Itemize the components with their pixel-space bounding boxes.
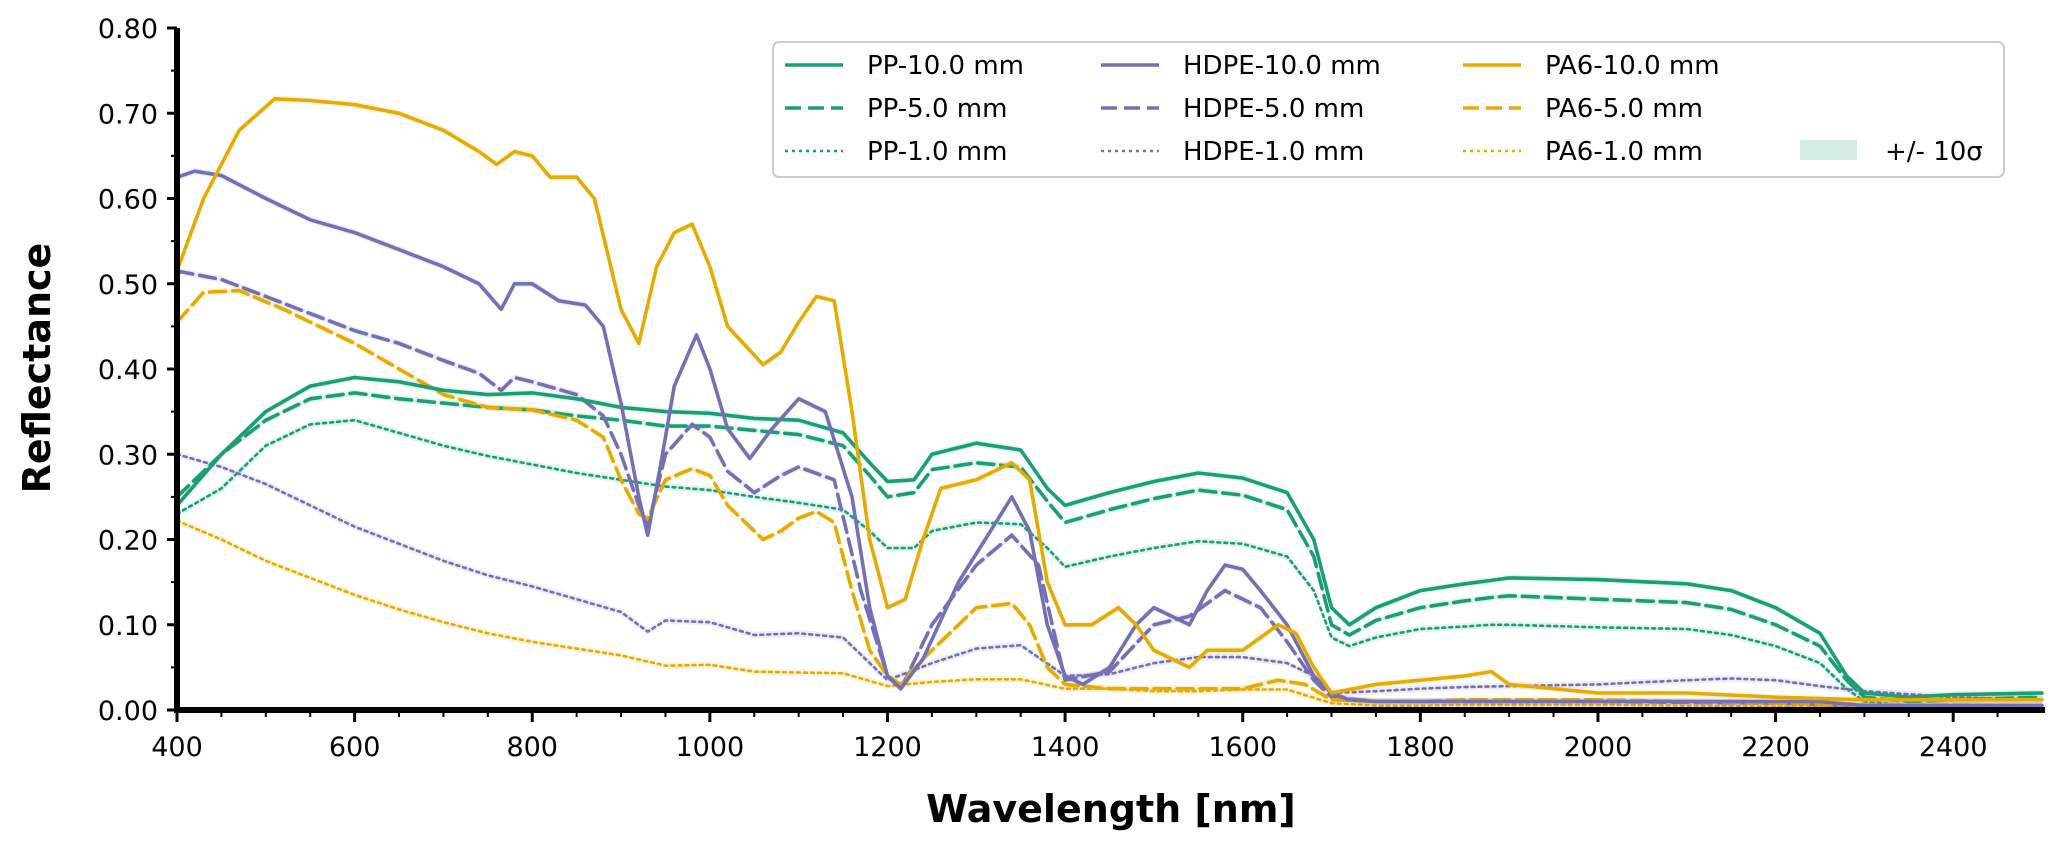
x-axis-title: Wavelength [nm] [926,787,1296,831]
y-tick-label: 0.30 [98,440,158,471]
legend-label: PA6-1.0 mm [1545,137,1703,167]
legend-label: HDPE-5.0 mm [1183,94,1364,124]
x-ticks: 400 600 800 1000 1200 1400 1600 1800 2000 2200 240… [151,710,1999,763]
x-tick-label: 2000 [1564,732,1633,763]
legend-label: PP-10.0 mm [867,51,1024,81]
legend-entries: PP-10.0 mm PP-5.0 mm PP-1.0 mm HDPE-10.0 mm… [785,51,1720,167]
series-line-pp-1-0-mm [175,418,2044,708]
y-ticks: 0.00 0.10 0.20 0.30 0.40 0.50 0.60 0.70 0.80 [98,14,177,727]
series-line-pa6-10-0-mm [175,97,2044,702]
legend: PP-10.0 mm PP-5.0 mm PP-1.0 mm HDPE-10.0 mm… [772,41,2005,178]
x-tick-label: 1600 [1208,732,1277,763]
legend-frame [772,41,2005,178]
legend-band-swatch [1800,140,1857,160]
x-tick-label: 1400 [1031,732,1100,763]
x-tick-label: 1000 [675,732,744,763]
y-tick-label: 0.00 [98,696,158,727]
y-tick-label: 0.20 [98,526,158,557]
legend-label: HDPE-10.0 mm [1183,51,1381,81]
x-tick-label: 1200 [853,732,922,763]
uncertainty-band-pp-10-0-mm [177,374,2042,701]
series-line-pp-5-0-mm [175,391,2044,704]
x-tick-label: 2200 [1741,732,1810,763]
x-tick-label: 600 [329,732,381,763]
legend-label: PA6-10.0 mm [1545,51,1720,81]
legend-label: PA6-5.0 mm [1545,94,1703,124]
series-line-hdpe-10-0-mm [175,169,2044,708]
series-line-pa6-1-0-mm [175,519,2044,709]
x-tick-label: 1800 [1386,732,1455,763]
y-tick-label: 0.70 [98,99,158,130]
y-tick-label: 0.50 [98,270,158,301]
legend-label: PP-5.0 mm [867,94,1007,124]
x-tick-label: 800 [506,732,558,763]
x-tick-label: 400 [151,732,203,763]
uncertainty-band-pp-5-0-mm [177,389,2042,705]
y-tick-label: 0.10 [98,611,158,642]
legend-label: HDPE-1.0 mm [1183,137,1364,167]
y-axis-title: Reflectance [15,243,59,494]
y-tick-label: 0.80 [98,14,158,45]
series-line-hdpe-5-0-mm [175,269,2044,708]
y-tick-label: 0.60 [98,185,158,216]
y-tick-label: 0.40 [98,355,158,386]
legend-label: PP-1.0 mm [867,137,1007,167]
legend-band-label: +/- 10σ [1885,137,1983,167]
uncertainty-band-pa6-1-0-mm [177,517,2042,711]
x-tick-label: 2400 [1919,732,1988,763]
series-line-pp-10-0-mm [175,375,2044,700]
series-layer [175,95,2044,711]
series-line-hdpe-1-0-mm [175,452,2044,702]
